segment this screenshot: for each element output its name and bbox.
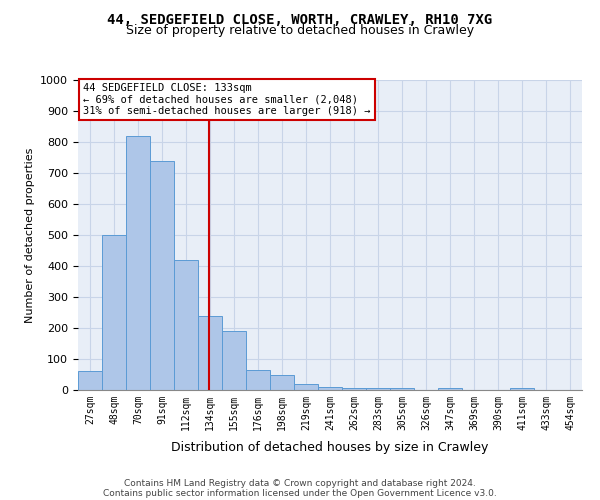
Bar — [294, 384, 318, 390]
Bar — [510, 388, 534, 390]
Bar — [318, 387, 342, 390]
Text: 44 SEDGEFIELD CLOSE: 133sqm
← 69% of detached houses are smaller (2,048)
31% of : 44 SEDGEFIELD CLOSE: 133sqm ← 69% of det… — [83, 83, 371, 116]
Bar — [342, 388, 366, 390]
Bar — [222, 331, 246, 390]
Text: Contains HM Land Registry data © Crown copyright and database right 2024.: Contains HM Land Registry data © Crown c… — [124, 478, 476, 488]
Y-axis label: Number of detached properties: Number of detached properties — [25, 148, 35, 322]
Bar — [150, 160, 174, 390]
Text: Size of property relative to detached houses in Crawley: Size of property relative to detached ho… — [126, 24, 474, 37]
Bar — [198, 316, 222, 390]
Bar — [174, 260, 198, 390]
X-axis label: Distribution of detached houses by size in Crawley: Distribution of detached houses by size … — [172, 441, 488, 454]
Bar — [102, 235, 126, 390]
Bar — [366, 388, 390, 390]
Bar — [390, 388, 414, 390]
Bar — [438, 388, 462, 390]
Bar — [246, 370, 270, 390]
Bar — [78, 372, 102, 390]
Bar — [126, 136, 150, 390]
Text: Contains public sector information licensed under the Open Government Licence v3: Contains public sector information licen… — [103, 488, 497, 498]
Text: 44, SEDGEFIELD CLOSE, WORTH, CRAWLEY, RH10 7XG: 44, SEDGEFIELD CLOSE, WORTH, CRAWLEY, RH… — [107, 12, 493, 26]
Bar — [270, 376, 294, 390]
